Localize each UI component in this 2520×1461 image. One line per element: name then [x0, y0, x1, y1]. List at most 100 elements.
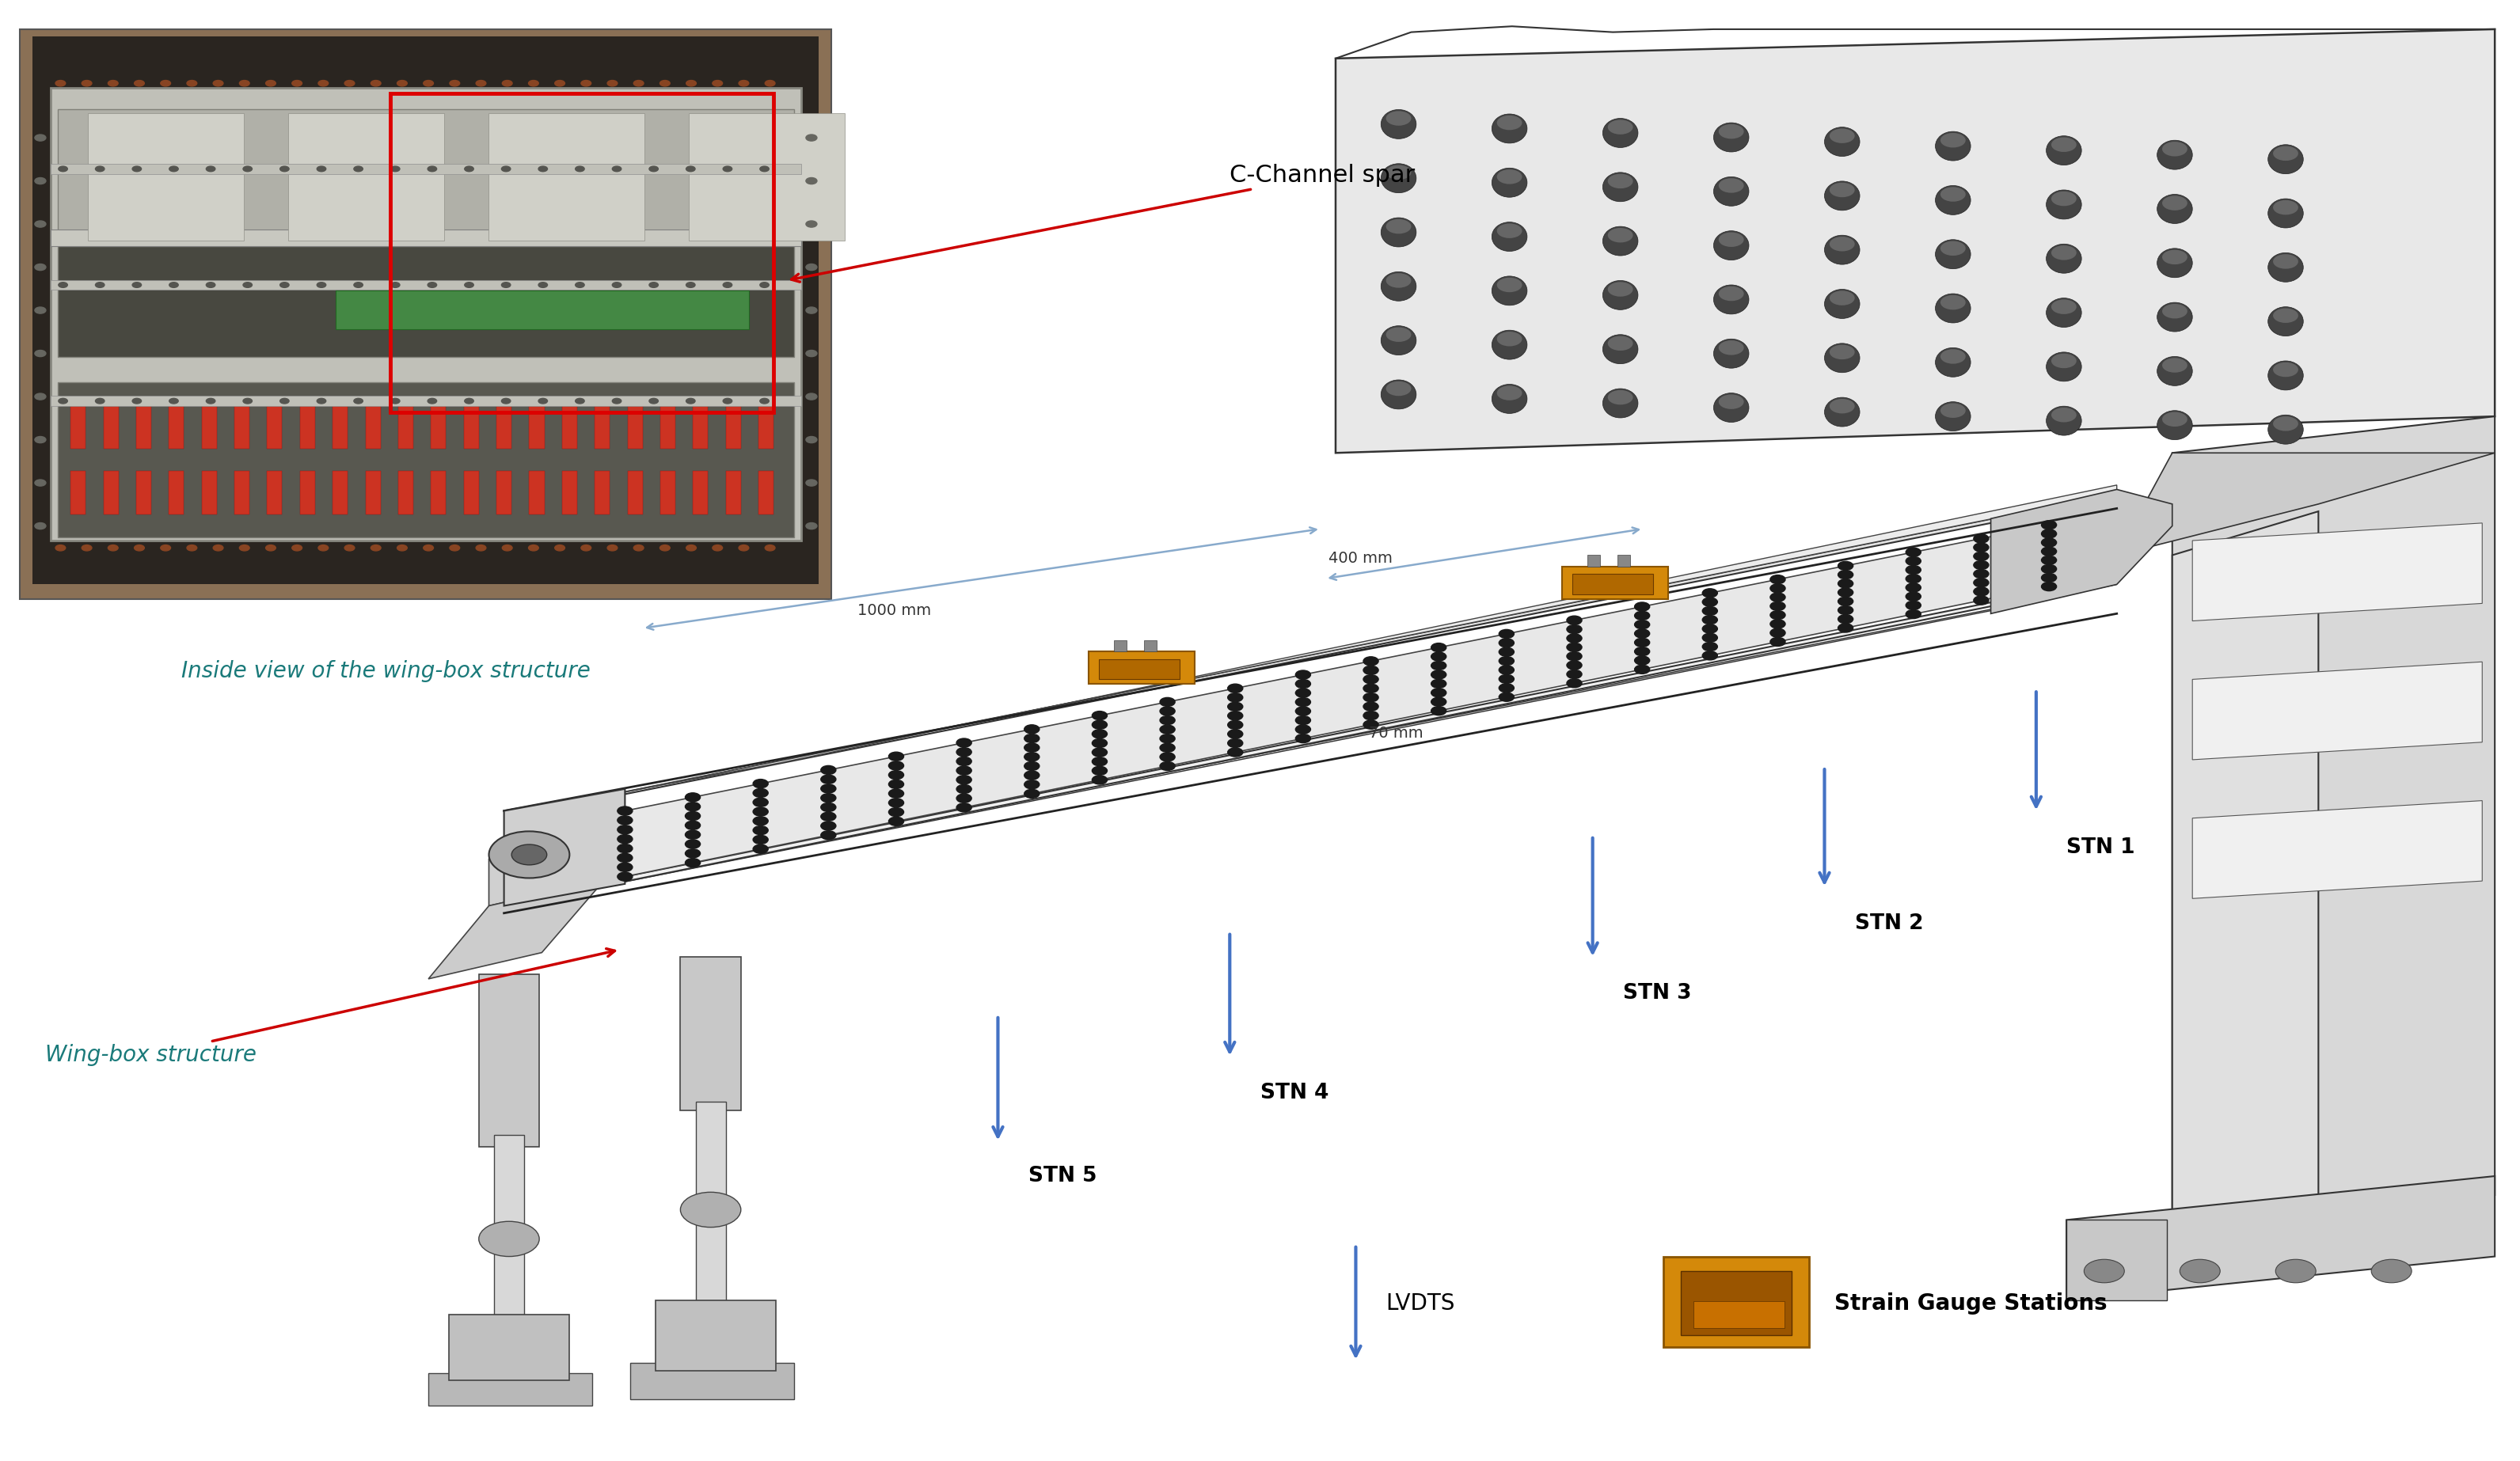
Circle shape: [806, 479, 816, 487]
Circle shape: [2162, 196, 2187, 210]
Circle shape: [1386, 111, 1411, 126]
Circle shape: [55, 80, 66, 86]
Circle shape: [1023, 725, 1038, 733]
Circle shape: [1769, 602, 1784, 611]
Bar: [20, 29, 832, 599]
Circle shape: [685, 80, 696, 86]
Circle shape: [207, 399, 214, 403]
Circle shape: [1363, 675, 1378, 684]
Circle shape: [1704, 643, 1719, 652]
Bar: [103, 405, 118, 449]
Circle shape: [1830, 291, 1855, 305]
Circle shape: [370, 80, 381, 86]
Circle shape: [2276, 1259, 2316, 1283]
Circle shape: [501, 282, 512, 288]
Circle shape: [242, 167, 252, 171]
Circle shape: [958, 804, 973, 812]
Circle shape: [1769, 628, 1784, 637]
Circle shape: [650, 399, 658, 403]
Circle shape: [806, 221, 816, 228]
Circle shape: [1973, 543, 1988, 552]
Circle shape: [529, 80, 539, 86]
Circle shape: [575, 167, 585, 171]
Circle shape: [1973, 561, 1988, 570]
Circle shape: [1769, 576, 1784, 584]
Ellipse shape: [1824, 181, 1860, 210]
Circle shape: [391, 399, 401, 403]
Ellipse shape: [1492, 222, 1527, 251]
Bar: [494, 1135, 524, 1230]
Bar: [50, 229, 801, 247]
Circle shape: [186, 545, 197, 551]
Polygon shape: [504, 789, 625, 906]
Ellipse shape: [1714, 393, 1749, 422]
Circle shape: [292, 545, 302, 551]
Circle shape: [1499, 684, 1515, 693]
Bar: [50, 88, 801, 541]
Circle shape: [685, 859, 701, 868]
Circle shape: [1091, 729, 1106, 738]
Circle shape: [479, 1221, 539, 1256]
Bar: [496, 470, 512, 514]
Polygon shape: [2172, 511, 2318, 1235]
Circle shape: [806, 393, 816, 400]
Ellipse shape: [2268, 253, 2303, 282]
Circle shape: [1499, 638, 1515, 647]
Circle shape: [1295, 716, 1310, 725]
Circle shape: [1769, 637, 1784, 646]
Circle shape: [1973, 596, 1988, 605]
Circle shape: [539, 399, 547, 403]
Ellipse shape: [2046, 406, 2082, 435]
Ellipse shape: [1935, 348, 1971, 377]
Ellipse shape: [1381, 164, 1416, 193]
Circle shape: [1497, 332, 1522, 346]
Circle shape: [464, 282, 474, 288]
Circle shape: [2041, 529, 2056, 538]
Circle shape: [575, 399, 585, 403]
Circle shape: [617, 834, 633, 843]
Polygon shape: [489, 833, 605, 906]
Ellipse shape: [1935, 294, 1971, 323]
Bar: [1681, 1271, 1792, 1335]
Circle shape: [1567, 643, 1583, 652]
Circle shape: [1567, 625, 1583, 634]
Circle shape: [1227, 729, 1242, 738]
Circle shape: [1159, 752, 1174, 761]
Bar: [1618, 555, 1630, 567]
Circle shape: [1635, 611, 1651, 619]
Circle shape: [582, 80, 592, 86]
Bar: [1663, 1256, 1809, 1347]
Bar: [660, 405, 675, 449]
Circle shape: [501, 167, 512, 171]
Ellipse shape: [2046, 298, 2082, 327]
Circle shape: [1837, 615, 1852, 624]
Circle shape: [958, 785, 973, 793]
Ellipse shape: [2268, 145, 2303, 174]
Circle shape: [1769, 593, 1784, 602]
Circle shape: [464, 167, 474, 171]
Circle shape: [1905, 609, 1920, 618]
Ellipse shape: [2268, 199, 2303, 228]
Circle shape: [1363, 657, 1378, 666]
Bar: [103, 470, 118, 514]
Circle shape: [318, 167, 325, 171]
Bar: [464, 470, 479, 514]
Circle shape: [423, 545, 433, 551]
Ellipse shape: [1714, 285, 1749, 314]
Circle shape: [96, 282, 103, 288]
Bar: [627, 405, 643, 449]
Circle shape: [685, 812, 701, 821]
Circle shape: [660, 80, 670, 86]
Circle shape: [134, 167, 141, 171]
Circle shape: [1159, 697, 1174, 706]
Circle shape: [617, 853, 633, 862]
Circle shape: [2273, 254, 2298, 269]
Circle shape: [723, 399, 731, 403]
Circle shape: [370, 545, 381, 551]
Circle shape: [753, 844, 769, 853]
Circle shape: [2162, 304, 2187, 318]
Circle shape: [1704, 615, 1719, 624]
Circle shape: [1363, 684, 1378, 693]
Circle shape: [554, 545, 564, 551]
Circle shape: [2162, 250, 2187, 264]
